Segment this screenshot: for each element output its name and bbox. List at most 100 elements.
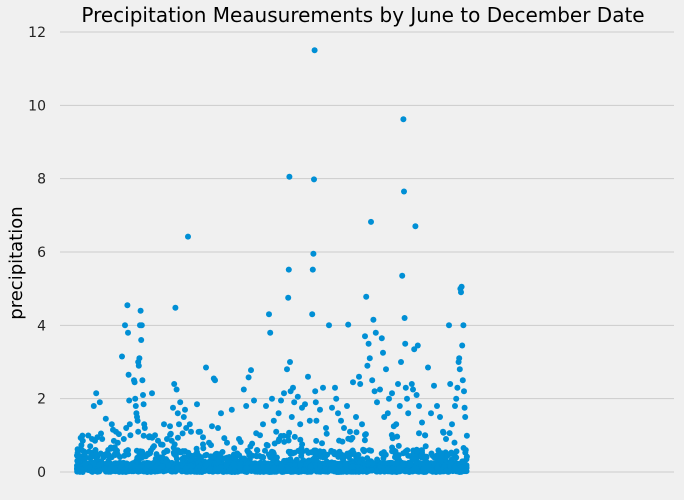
y-tick-label: 2 xyxy=(37,392,46,408)
data-point xyxy=(355,451,362,458)
data-point xyxy=(312,388,319,395)
data-point xyxy=(291,433,298,440)
data-point xyxy=(326,322,332,329)
data-point xyxy=(260,421,266,428)
data-point xyxy=(131,379,138,386)
data-point xyxy=(115,431,122,438)
data-point xyxy=(413,465,420,472)
data-point xyxy=(410,386,416,393)
data-point xyxy=(462,414,469,420)
data-point xyxy=(268,448,275,455)
data-point xyxy=(393,421,400,428)
data-point xyxy=(364,455,371,462)
data-point xyxy=(79,437,86,444)
data-point xyxy=(152,468,158,475)
data-point xyxy=(224,439,230,446)
data-point xyxy=(325,460,332,467)
data-point xyxy=(101,465,108,472)
data-point xyxy=(365,340,372,347)
data-point xyxy=(422,432,429,439)
data-point xyxy=(270,417,277,424)
data-point xyxy=(218,464,224,471)
data-point xyxy=(384,410,391,417)
data-point xyxy=(383,366,389,373)
data-point xyxy=(200,445,207,452)
data-point xyxy=(416,403,422,409)
data-point xyxy=(301,467,308,474)
data-point xyxy=(386,395,392,402)
data-point xyxy=(369,467,375,474)
data-point xyxy=(138,337,145,343)
data-point xyxy=(456,366,463,373)
data-point xyxy=(453,454,460,461)
data-point xyxy=(322,453,329,460)
data-point xyxy=(284,366,290,373)
data-point xyxy=(108,445,115,452)
data-point xyxy=(389,460,396,466)
data-point xyxy=(305,449,312,456)
data-point xyxy=(134,417,141,424)
data-point xyxy=(447,460,454,467)
data-point xyxy=(428,410,434,417)
data-point xyxy=(74,458,81,465)
data-point xyxy=(333,395,340,402)
data-point xyxy=(422,443,429,450)
data-point xyxy=(458,289,464,296)
data-point xyxy=(372,329,379,336)
data-point xyxy=(208,442,214,449)
data-point xyxy=(320,468,327,475)
data-point xyxy=(395,381,401,387)
data-point xyxy=(430,460,437,467)
data-point xyxy=(459,342,466,349)
data-point xyxy=(307,468,313,475)
data-point xyxy=(416,430,422,437)
data-point xyxy=(297,436,304,443)
data-point xyxy=(195,428,202,435)
data-point xyxy=(461,459,468,466)
data-point xyxy=(405,410,412,417)
data-point xyxy=(357,381,364,387)
data-point xyxy=(139,448,146,455)
data-point xyxy=(174,434,181,441)
data-point xyxy=(363,293,370,300)
data-point xyxy=(336,462,343,469)
data-point xyxy=(122,322,128,329)
data-point xyxy=(412,223,419,230)
data-point xyxy=(140,392,146,398)
data-point xyxy=(263,403,269,409)
data-point xyxy=(459,377,466,384)
data-point xyxy=(311,176,317,183)
data-point xyxy=(402,384,409,391)
data-point xyxy=(267,329,274,336)
data-point xyxy=(341,425,347,431)
data-point xyxy=(362,431,368,438)
y-tick-labels: 0 2 4 6 8 10 12 xyxy=(28,25,46,481)
data-point xyxy=(218,410,224,417)
data-point xyxy=(380,349,386,356)
data-point xyxy=(461,388,467,395)
data-point xyxy=(172,452,179,459)
data-point xyxy=(225,457,232,464)
data-point xyxy=(353,414,359,420)
data-point xyxy=(395,442,402,449)
data-point xyxy=(407,461,414,468)
data-point xyxy=(236,464,243,471)
data-point xyxy=(286,173,293,180)
data-point xyxy=(443,436,449,442)
data-point xyxy=(136,355,143,362)
data-point xyxy=(251,397,257,404)
data-point xyxy=(356,373,362,380)
data-point xyxy=(200,434,206,441)
data-point xyxy=(453,395,460,402)
data-point xyxy=(350,379,356,386)
data-point xyxy=(161,449,168,456)
data-point xyxy=(171,381,178,387)
data-point xyxy=(404,395,410,402)
data-point xyxy=(123,468,129,475)
data-point xyxy=(276,436,283,443)
data-point xyxy=(203,364,209,371)
data-point xyxy=(139,377,146,384)
data-point xyxy=(311,47,318,54)
data-point xyxy=(420,465,427,472)
data-point xyxy=(313,456,320,463)
